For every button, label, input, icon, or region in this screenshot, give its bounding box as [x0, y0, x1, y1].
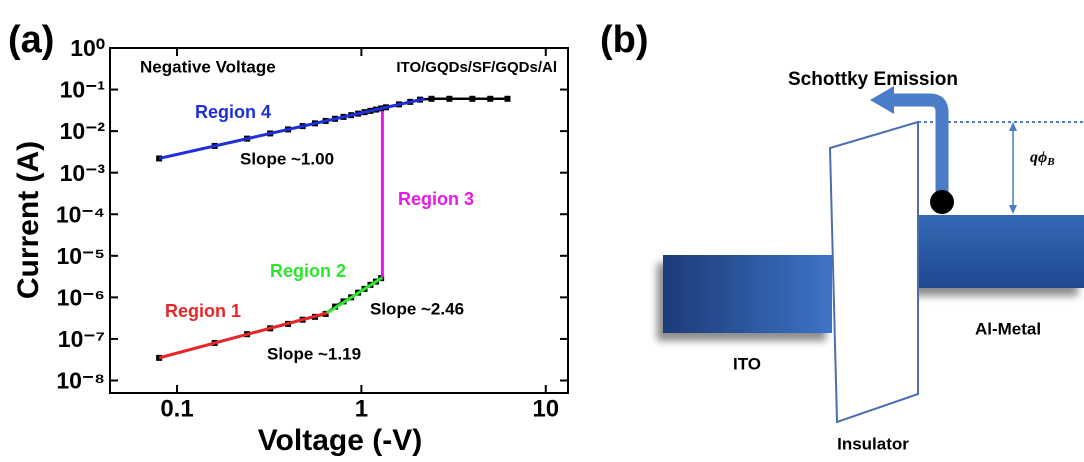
- figure: (a) Current (A) Voltage (-V) Negative Vo…: [0, 0, 1084, 462]
- annotation: Slope ~1.19: [267, 344, 361, 363]
- barrier-label: qϕB: [1030, 149, 1055, 168]
- panel-label: (a): [8, 19, 54, 61]
- arrow-head: [1009, 205, 1017, 214]
- ito-layer: [663, 255, 832, 333]
- y-tick-label: 10⁰: [70, 35, 105, 61]
- annotation: Negative Voltage: [140, 57, 276, 76]
- insulator-layer: [830, 122, 918, 422]
- arrow-head: [870, 86, 894, 114]
- y-tick-label: 10⁻⁸: [56, 368, 105, 394]
- diagram-title: Schottky Emission: [788, 69, 958, 90]
- y-tick-label: 10⁻²: [60, 118, 106, 144]
- y-tick-label: 10⁻³: [60, 160, 106, 186]
- x-tick-label: 10: [532, 395, 559, 422]
- electron: [930, 190, 954, 214]
- data-point: [504, 96, 510, 102]
- region-label: Region 2: [270, 261, 346, 281]
- region-label: Region 4: [195, 102, 271, 122]
- y-tick-label: 10⁻⁶: [57, 284, 105, 310]
- annotation: Slope ~2.46: [370, 299, 464, 318]
- layer-label: ITO: [733, 354, 761, 373]
- data-point: [487, 96, 493, 102]
- region-label: Region 3: [398, 189, 474, 209]
- y-tick-label: 10⁻⁴: [56, 201, 105, 227]
- barrier-symbol: qϕ: [1030, 149, 1047, 166]
- x-tick-label: 1: [355, 395, 368, 422]
- diagram: (b) Schottky Emission qϕB ITO Insulator …: [600, 19, 1084, 453]
- y-axis-label: Current (A): [12, 141, 45, 299]
- arrow-head: [1009, 122, 1017, 131]
- annotation: Slope ~1.00: [240, 149, 334, 168]
- panel-label: (b): [600, 19, 649, 61]
- layer-label: Insulator: [837, 434, 909, 453]
- data-point: [428, 96, 434, 102]
- layer-label: Al-Metal: [975, 319, 1041, 338]
- barrier-subscript: B: [1046, 156, 1054, 168]
- x-axis-label: Voltage (-V): [258, 424, 422, 457]
- data-point: [469, 96, 475, 102]
- y-tick-label: 10⁻⁵: [56, 243, 105, 269]
- region-label: Region 1: [165, 301, 241, 321]
- annotation: ITO/GQDs/SF/GQDs/Al: [396, 59, 557, 76]
- data-point: [446, 96, 452, 102]
- y-tick-label: 10⁻¹: [60, 77, 105, 103]
- y-tick-label: 10⁻⁷: [58, 326, 105, 352]
- metal-layer: [918, 215, 1084, 288]
- x-tick-label: 0.1: [160, 395, 193, 422]
